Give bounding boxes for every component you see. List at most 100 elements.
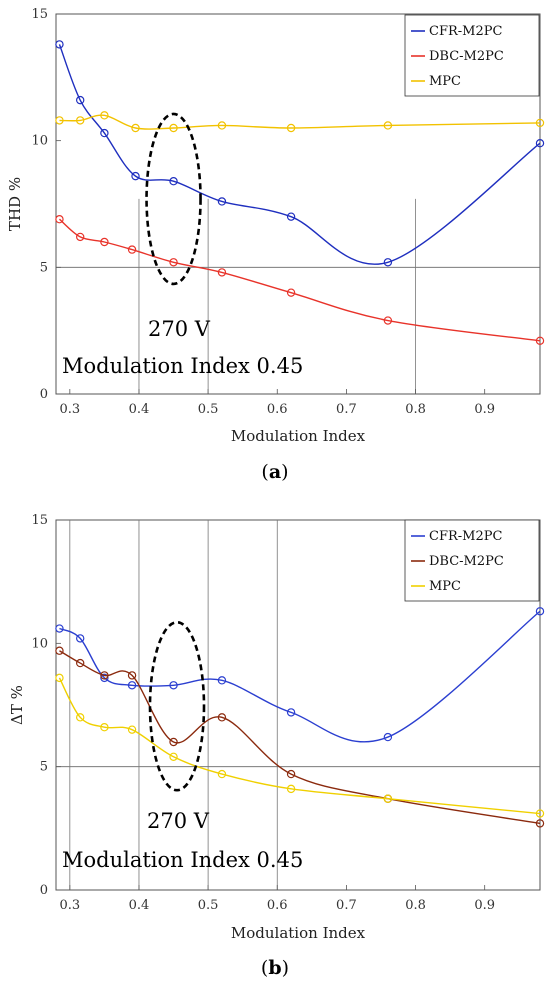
annotation-voltage: 270 V [148, 317, 211, 341]
y-tick-label: 15 [31, 513, 48, 528]
legend-entry: DBC-M2PC [429, 554, 504, 569]
y-tick-label: 10 [31, 134, 48, 149]
data-point-dbc-m2pc [169, 737, 178, 747]
y-tick-label: 0 [40, 387, 48, 402]
data-point-cfr-m2pc [286, 212, 296, 221]
figure-caption: (a) [261, 461, 288, 483]
data-point-dbc-m2pc [55, 646, 64, 655]
data-point-cfr-m2pc [55, 40, 64, 49]
legend-box [404, 519, 540, 602]
data-point-cfr-m2pc [127, 681, 137, 690]
data-point-mpc [100, 111, 109, 120]
data-point-dbc-m2pc [383, 316, 393, 325]
y-tick-label: 5 [40, 260, 48, 275]
data-point-dbc-m2pc [286, 769, 296, 779]
data-point-dbc-m2pc [100, 671, 109, 680]
data-point-mpc [535, 118, 545, 128]
data-point-cfr-m2pc [169, 176, 178, 186]
data-point-dbc-m2pc [127, 245, 137, 254]
data-point-cfr-m2pc [217, 676, 227, 685]
data-point-mpc [286, 123, 296, 133]
data-point-dbc-m2pc [127, 671, 137, 680]
y-axis-label: ΔT % [8, 685, 26, 725]
x-tick-label: 0.7 [336, 898, 357, 913]
legend-entry: CFR-M2PC [429, 529, 502, 544]
data-point-cfr-m2pc [535, 138, 545, 148]
data-point-mpc [383, 121, 393, 130]
y-axis-label: THD % [6, 177, 24, 231]
y-tick-label: 10 [31, 636, 48, 651]
data-point-dbc-m2pc [100, 237, 109, 247]
data-point-mpc [169, 123, 178, 133]
legend-entry: CFR-M2PC [429, 24, 502, 39]
annotation-modulation-index: Modulation Index 0.45 [62, 848, 303, 872]
legend-entry: DBC-M2PC [429, 49, 504, 64]
series-line-mpc [58, 677, 541, 815]
data-point-mpc [75, 713, 85, 722]
x-tick-label: 0.6 [267, 898, 288, 913]
data-point-mpc [127, 725, 137, 734]
x-tick-label: 0.7 [336, 402, 357, 417]
x-tick-label: 0.4 [129, 402, 150, 417]
x-tick-label: 0.3 [59, 402, 80, 417]
data-point-dbc-m2pc [55, 214, 64, 224]
data-point-dbc-m2pc [217, 268, 227, 277]
series-line-dbc-m2pc [58, 218, 541, 342]
series-line-cfr-m2pc [59, 610, 541, 743]
data-point-mpc [100, 722, 109, 732]
data-point-cfr-m2pc [75, 95, 85, 105]
data-point-dbc-m2pc [169, 258, 178, 267]
y-tick-label: 0 [40, 883, 48, 898]
data-point-dbc-m2pc [217, 713, 227, 722]
x-tick-label: 0.8 [405, 402, 426, 417]
annotation-modulation-index: Modulation Index 0.45 [62, 354, 303, 378]
data-point-cfr-m2pc [383, 732, 393, 742]
data-point-dbc-m2pc [535, 336, 545, 345]
legend-entry: MPC [429, 579, 461, 594]
series-line-cfr-m2pc [58, 44, 541, 265]
data-point-mpc [169, 752, 178, 761]
data-point-cfr-m2pc [131, 171, 140, 181]
data-point-mpc [55, 116, 64, 125]
data-point-cfr-m2pc [169, 681, 178, 690]
data-point-cfr-m2pc [535, 607, 545, 616]
data-point-mpc [286, 784, 296, 794]
y-tick-label: 15 [31, 7, 48, 22]
data-point-cfr-m2pc [383, 258, 393, 267]
data-point-cfr-m2pc [75, 634, 85, 643]
legend-box [404, 14, 540, 97]
chart-a: 0.3 0.4 0.5 0.6 0.7 0.8 0.9 0 5 10 15 Modulation In… [6, 7, 545, 483]
annotation-voltage: 270 V [147, 809, 210, 833]
x-tick-label: 0.5 [198, 402, 219, 417]
data-point-mpc [55, 673, 64, 683]
figure-caption: (b) [261, 957, 289, 979]
chart-b: 0.3 0.4 0.5 0.6 0.7 0.8 0.9 0 5 10 15 Modulation In… [8, 513, 545, 979]
data-point-mpc [535, 809, 545, 818]
data-point-mpc [75, 116, 85, 125]
series-line-mpc [59, 114, 541, 130]
data-point-dbc-m2pc [75, 658, 85, 668]
data-point-dbc-m2pc [75, 232, 85, 242]
data-point-cfr-m2pc [100, 673, 109, 683]
highlight-ellipse [145, 112, 202, 286]
x-axis-label: Modulation Index [231, 924, 366, 942]
data-point-cfr-m2pc [217, 197, 227, 206]
data-point-mpc [217, 121, 227, 130]
y-tick-label: 5 [40, 760, 48, 775]
x-tick-label: 0.9 [474, 402, 495, 417]
legend-entry: MPC [429, 74, 461, 89]
highlight-ellipse [148, 620, 206, 792]
data-point-mpc [131, 123, 140, 133]
x-tick-label: 0.9 [474, 898, 495, 913]
x-tick-label: 0.8 [405, 898, 426, 913]
data-point-mpc [383, 794, 393, 803]
data-point-cfr-m2pc [100, 128, 109, 138]
data-point-dbc-m2pc [535, 819, 545, 828]
data-point-cfr-m2pc [55, 624, 64, 633]
x-axis-label: Modulation Index [231, 427, 366, 445]
x-tick-label: 0.4 [129, 898, 150, 913]
data-point-cfr-m2pc [286, 708, 296, 717]
x-tick-label: 0.6 [267, 402, 288, 417]
x-tick-label: 0.5 [198, 898, 219, 913]
data-point-mpc [217, 769, 227, 779]
